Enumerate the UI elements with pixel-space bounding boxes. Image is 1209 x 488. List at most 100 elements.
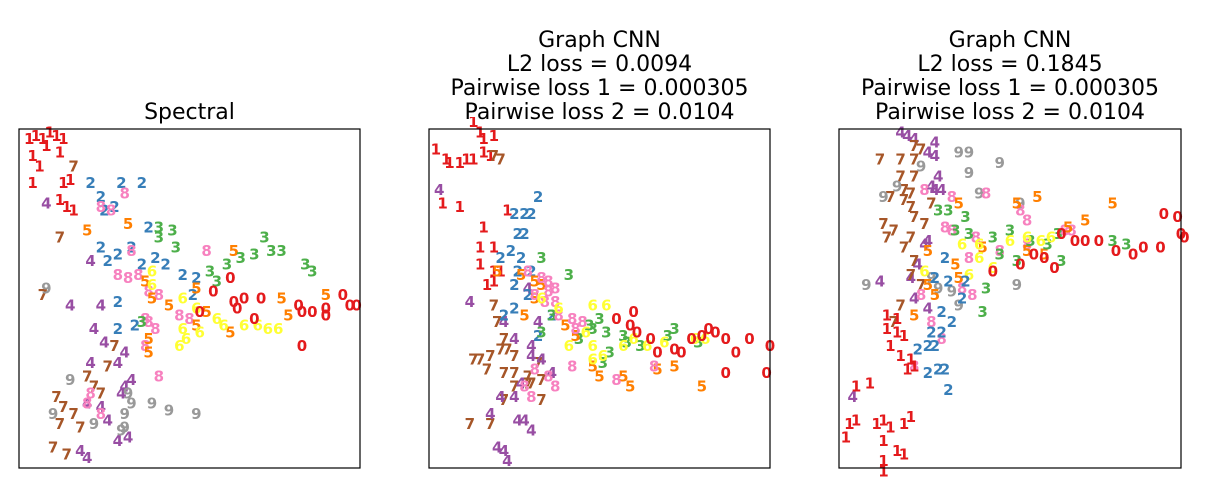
- digit-point: 9: [116, 422, 126, 440]
- digit-point: 4: [85, 354, 95, 372]
- digit-point: 0: [1138, 239, 1148, 257]
- digit-point: 8: [916, 286, 926, 304]
- digit-point: 8: [143, 313, 153, 331]
- panel-2-title-line-2: L2 loss = 0.0094: [507, 52, 692, 77]
- digit-point: 4: [434, 181, 444, 199]
- digit-point: 0: [1155, 239, 1165, 257]
- digit-point: 4: [902, 127, 912, 145]
- digit-point: 2: [519, 225, 529, 243]
- digit-point: 9: [878, 188, 888, 206]
- digit-point: 2: [150, 249, 160, 267]
- digit-point: 4: [96, 398, 106, 416]
- digit-point: 2: [947, 313, 957, 331]
- digit-point: 6: [581, 323, 591, 341]
- digit-point: 9: [892, 178, 902, 196]
- digit-point: 9: [48, 405, 58, 423]
- digit-point: 0: [652, 344, 662, 362]
- digit-point: 7: [68, 405, 78, 423]
- digit-point: 6: [700, 330, 710, 348]
- digit-point: 8: [96, 405, 106, 423]
- digit-point: 6: [218, 317, 228, 335]
- digit-point: 9: [933, 279, 943, 297]
- digit-point: 7: [899, 181, 909, 199]
- digit-point: 9: [191, 405, 201, 423]
- digit-point: 8: [1022, 235, 1032, 253]
- digit-point: 1: [478, 144, 488, 162]
- digit-point: 0: [1080, 232, 1090, 250]
- digit-point: 0: [321, 307, 331, 325]
- digit-point: 6: [536, 290, 546, 308]
- digit-point: 4: [123, 429, 133, 447]
- digit-point: 2: [188, 286, 198, 304]
- digit-point: 0: [1172, 208, 1182, 226]
- digit-point: 9: [974, 184, 984, 202]
- digit-point: 1: [431, 140, 441, 158]
- digit-point: 2: [113, 245, 123, 263]
- digit-point: 2: [960, 273, 970, 291]
- digit-point: 0: [632, 323, 642, 341]
- digit-point: 3: [276, 242, 286, 260]
- digit-point: 7: [909, 168, 919, 186]
- digit-point: 5: [1107, 195, 1117, 213]
- digit-point: 5: [1022, 242, 1032, 260]
- digit-point: 2: [113, 293, 123, 311]
- digit-point: 1: [899, 445, 909, 463]
- digit-point: 2: [102, 252, 112, 270]
- digit-point: 7: [61, 445, 71, 463]
- digit-point: 3: [266, 242, 276, 260]
- panel-2-title-line-3: Pairwise loss 1 = 0.000305: [451, 76, 749, 101]
- digit-point: 7: [475, 351, 485, 369]
- digit-point: 4: [847, 388, 857, 406]
- digit-point: 8: [567, 310, 577, 328]
- digit-point: 3: [1053, 225, 1063, 243]
- digit-point: 6: [252, 317, 262, 335]
- digit-point: 7: [58, 398, 68, 416]
- digit-point: 7: [55, 415, 65, 433]
- digit-point: 6: [1022, 229, 1032, 247]
- digit-point: 3: [536, 323, 546, 341]
- digit-point: 8: [150, 320, 160, 338]
- digit-point: 8: [543, 283, 553, 301]
- digit-point: 6: [181, 330, 191, 348]
- digit-point: 4: [923, 144, 933, 162]
- digit-point: 8: [550, 378, 560, 396]
- digit-point: 7: [895, 168, 905, 186]
- digit-point: 1: [61, 198, 71, 216]
- digit-point: 1: [475, 256, 485, 274]
- digit-point: 0: [208, 283, 218, 301]
- digit-point: 7: [895, 151, 905, 169]
- digit-point: 9: [953, 144, 963, 162]
- digit-point: 8: [201, 242, 211, 260]
- digit-point: 5: [977, 239, 987, 257]
- digit-point: 3: [547, 307, 557, 325]
- digit-point: 4: [82, 395, 92, 413]
- digit-point: 7: [102, 357, 112, 375]
- digit-point: 4: [485, 405, 495, 423]
- digit-point: 5: [625, 378, 635, 396]
- digit-point: 3: [1005, 222, 1015, 240]
- digit-point: 7: [109, 337, 119, 355]
- digit-point: 7: [38, 286, 48, 304]
- digit-point: 9: [126, 395, 136, 413]
- digit-point: 2: [940, 361, 950, 379]
- digit-point: 8: [577, 313, 587, 331]
- digit-point: 2: [160, 256, 170, 274]
- digit-point: 1: [27, 147, 37, 165]
- digit-point: 6: [273, 320, 283, 338]
- digit-point: 5: [143, 344, 153, 362]
- digit-point: 2: [933, 361, 943, 379]
- digit-point: 7: [89, 378, 99, 396]
- digit-point: 1: [475, 239, 485, 257]
- digit-point: 0: [676, 344, 686, 362]
- digit-point: 3: [1012, 252, 1022, 270]
- digit-point: 5: [652, 361, 662, 379]
- digit-point: 4: [41, 195, 51, 213]
- digit-point: 7: [909, 151, 919, 169]
- digit-point: 1: [68, 201, 78, 219]
- digit-point: 3: [964, 225, 974, 243]
- digit-point: 6: [618, 337, 628, 355]
- digit-point: 8: [957, 279, 967, 297]
- digit-point: 8: [567, 357, 577, 375]
- digit-point: 2: [923, 337, 933, 355]
- digit-point: 8: [919, 181, 929, 199]
